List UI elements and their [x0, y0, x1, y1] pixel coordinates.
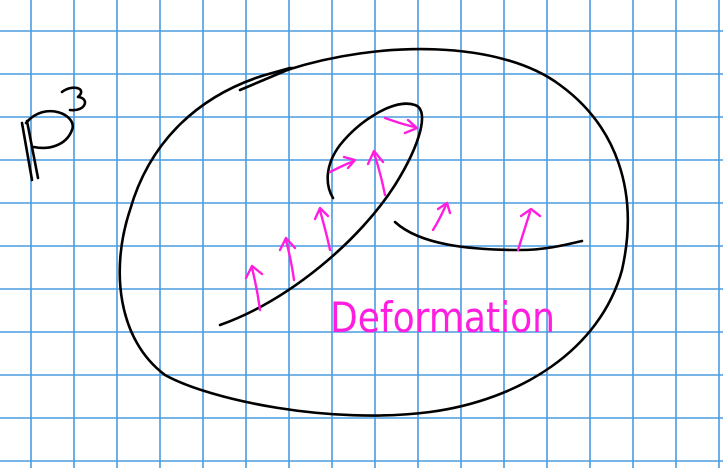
deformation-label: Deformation — [330, 293, 555, 342]
deformation-arrow — [383, 116, 419, 135]
deformation-arrow — [244, 264, 264, 312]
symbol-stem-left — [20, 121, 34, 182]
oval-overstroke — [238, 66, 294, 92]
symbol-bowl — [24, 109, 74, 150]
deformation-arrow — [328, 155, 357, 174]
deformation-arrow — [431, 201, 452, 232]
deformation-arrow — [366, 149, 387, 197]
symbol-stem-right — [25, 119, 40, 180]
deformation-arrow — [313, 206, 332, 252]
projective-space-symbol: ℙ³ — [20, 86, 87, 182]
enclosing-region-outline — [118, 47, 630, 417]
deformation-arrow — [278, 236, 297, 282]
curve-loop — [218, 102, 424, 327]
deformation-arrows — [244, 116, 542, 312]
symbol-superscript-three — [60, 86, 87, 112]
deformation-arrow — [516, 207, 542, 252]
curve-lower-right — [393, 220, 584, 252]
